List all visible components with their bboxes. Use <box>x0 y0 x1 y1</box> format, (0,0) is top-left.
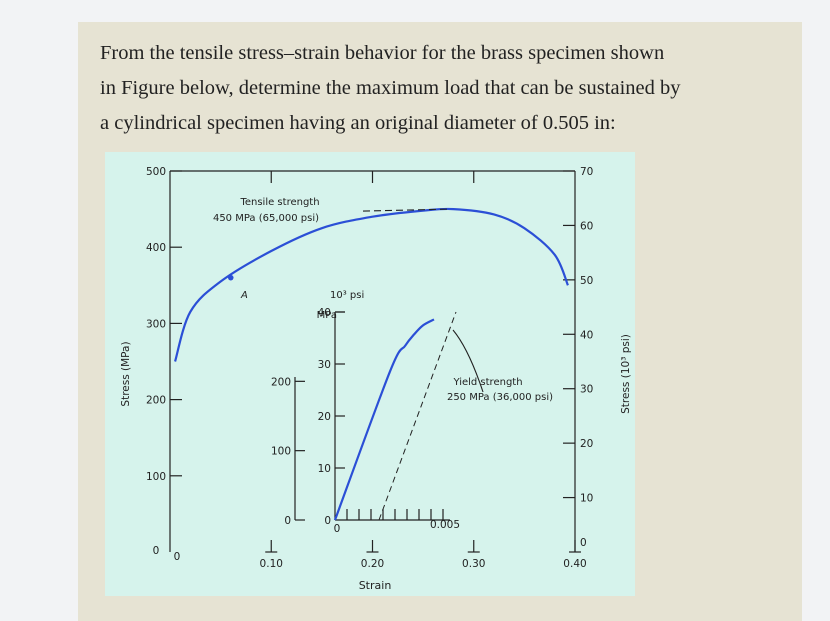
inset-x-tick-label: 0 <box>334 523 341 535</box>
point-a-marker <box>227 274 234 281</box>
tensile-strength-label: Tensile strength <box>239 197 319 208</box>
inset-unit-mpa: MPa <box>317 310 337 321</box>
inset-psi-tick-label: 20 <box>318 411 331 423</box>
tensile-strength-dash <box>362 208 448 212</box>
question-line: a cylindrical specimen having an origina… <box>100 112 616 134</box>
y-left-tick-label: 0 <box>153 545 160 557</box>
y-right-tick-label: 0 <box>580 537 587 549</box>
y-left-tick-label: 200 <box>146 395 166 407</box>
stress-strain-curve <box>174 207 569 362</box>
inset-psi-tick-label: 0 <box>324 515 331 527</box>
y-right-tick-label: 70 <box>580 166 593 178</box>
inset-unit-psi: 10³ psi <box>330 290 364 301</box>
yield-pointer <box>452 329 484 393</box>
y-axis-right-label: Stress (10³ psi) <box>620 334 632 414</box>
inset-psi-tick-label: 10 <box>318 463 331 475</box>
y-right-tick-label: 40 <box>580 329 593 341</box>
y-right-tick-label: 50 <box>580 275 593 287</box>
y-right-tick-label: 20 <box>580 438 593 450</box>
x-tick-label: 0.40 <box>563 558 586 570</box>
inset-elastic-curve <box>333 318 435 521</box>
y-left-tick-label: 400 <box>146 242 166 254</box>
stress-strain-figure: 0 100 200 300 400 500 0 10 20 30 40 50 60 70 0 0.10 0.20… <box>105 152 635 596</box>
inset-x-tick-label: 0.005 <box>430 519 460 531</box>
inset-mpa-tick-label: 200 <box>271 376 291 388</box>
x-tick-label: 0.30 <box>462 558 485 570</box>
inset-psi-tick-label: 40 <box>318 307 331 319</box>
inset-mpa-tick-label: 100 <box>271 446 291 458</box>
yield-strength-label: Yield strength <box>452 377 522 388</box>
question-line: in Figure below, determine the maximum l… <box>100 77 681 99</box>
inset-mpa-tick-label: 0 <box>284 515 291 527</box>
question-text: From the tensile stress–strain behavior … <box>100 36 790 141</box>
offset-line <box>378 311 457 521</box>
yield-strength-value: 250 MPa (36,000 psi) <box>447 392 553 403</box>
y-right-tick-label: 60 <box>580 220 593 232</box>
x-tick-label: 0 <box>174 551 181 563</box>
y-left-tick-label: 100 <box>146 471 166 483</box>
tensile-strength-value: 450 MPa (65,000 psi) <box>213 213 319 224</box>
y-right-tick-label: 30 <box>580 384 593 396</box>
x-axis-label: Strain <box>359 579 392 592</box>
y-left-tick-label: 500 <box>146 166 166 178</box>
point-a-label: A <box>240 290 248 301</box>
x-tick-label: 0.10 <box>260 558 283 570</box>
x-tick-label: 0.20 <box>361 558 384 570</box>
y-right-tick-label: 10 <box>580 493 593 505</box>
y-axis-left-label: Stress (MPa) <box>120 341 132 406</box>
inset-psi-tick-label: 30 <box>318 359 331 371</box>
question-line: From the tensile stress–strain behavior … <box>100 42 665 64</box>
y-left-tick-label: 300 <box>146 318 166 330</box>
